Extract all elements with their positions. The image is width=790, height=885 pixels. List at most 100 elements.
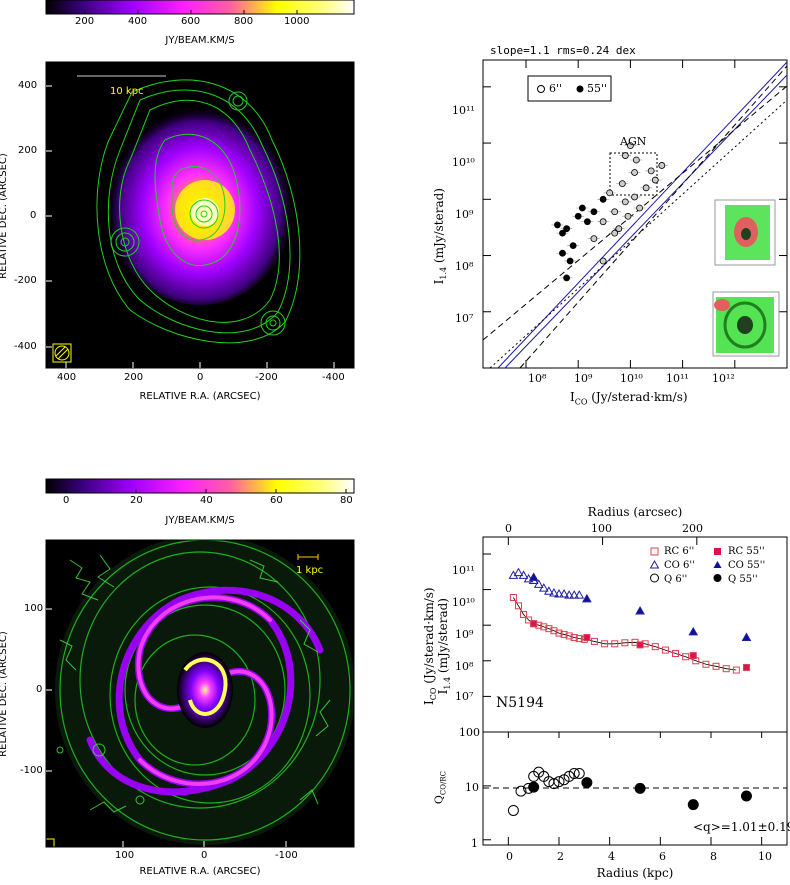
x-tick: 200 [124,372,144,383]
q-point [573,767,585,779]
y-tick: 200 [18,145,38,156]
ylabel-co-rest: (Jy/sterad·km/s) [421,587,436,688]
x-tick: 6 [659,850,666,863]
data-point [621,152,629,159]
rc-point [672,650,680,658]
y-tick: -200 [14,275,37,286]
data-point [651,176,659,184]
co-point [544,586,554,595]
data-point [606,189,614,197]
data-point [578,204,586,212]
tl-xlabel: RELATIVE R.A. (ARCSEC) [139,391,261,402]
co-point [549,588,559,597]
data-point [569,242,577,250]
x-tick: 10⁹ [574,372,593,385]
agn-label: AGN [620,135,647,148]
rc-point [601,640,609,648]
data-point [636,204,643,212]
cb-tick: 0 [63,495,70,506]
galaxy-name: N5194 [496,695,544,711]
xlabel-rest: (Jy/sterad·km/s) [587,390,688,404]
co-point [582,593,592,603]
ylabel-co-main: I [421,700,436,705]
legend-marker-q55 [713,574,722,582]
legend-marker-q6 [650,573,659,583]
legend-6arcsec: 6'' [549,82,563,95]
rc-point [550,627,558,635]
scatter-plot-frame [482,59,788,369]
cb-tick: 600 [181,16,201,27]
y-tick: 1 [471,837,478,850]
rc-point [560,630,568,638]
data-point [583,218,591,226]
data-point [599,218,607,226]
tr-xlabel: ICO (Jy/sterad·km/s) [570,390,688,406]
x-tick: 8 [710,850,717,863]
co-point [518,570,529,579]
rc-point [565,632,573,640]
radial-profile-frame [482,536,788,846]
legend-q55: Q 55'' [728,574,758,585]
y-tick: 10¹⁰ [452,596,475,609]
cb-tick: 1000 [284,16,310,27]
data-point [599,195,607,203]
legend-rc55: RC 55'' [728,546,765,557]
x-tick: 0 [201,850,208,861]
data-point [574,212,582,220]
rc-point [712,662,720,670]
legend-marker-rc6 [650,547,659,556]
x-tick: 10¹⁰ [620,372,643,385]
colorbar-bottom-label: JY/BEAM.KM/S [165,515,235,526]
q-point [740,790,752,802]
co-point [533,579,544,588]
cb-tick: 20 [130,495,143,506]
x-tick: 100 [115,850,135,861]
data-point [611,208,619,216]
legend-marker-rc55 [714,548,721,555]
co-point [538,583,549,592]
cb-tick: 60 [270,495,283,506]
rc-point [525,616,533,624]
br-xlabel: Radius (kpc) [596,866,674,880]
co-point [513,567,524,577]
co-point [564,590,574,599]
rc-point [682,653,690,661]
q-point [634,782,646,794]
y-tick: 400 [18,80,38,91]
rc-point [514,602,522,610]
x-tick: 10¹² [712,372,735,385]
y-tick: 10⁷ [455,690,474,703]
y-tick: 10⁷ [455,312,474,325]
q-label-sub: CO/RC [439,771,448,796]
rc-point [636,641,644,649]
tr-title: slope=1.1 rms=0.24 dex [490,44,636,57]
x-tick: 4 [608,850,615,863]
cb-tick: 40 [200,495,213,506]
co-point [569,590,580,599]
data-point [631,169,638,176]
q-point [528,781,540,793]
bl-xlabel: RELATIVE R.A. (ARCSEC) [139,866,261,877]
colorbar-top-label: JY/BEAM.KM/S [165,35,235,46]
cb-tick: 400 [128,16,148,27]
ylabel-main: I [431,279,446,285]
co-point [559,589,569,598]
tr-ylabel: I1.4 (mJy/sterad) [432,156,448,316]
rc-point [540,623,548,631]
data-point [642,184,650,192]
rc-point [621,639,629,647]
rc-point [583,634,591,642]
q-mean-label: <q>=1.01±0.19 [693,820,790,834]
ylabel-rest: (mJy/sterad) [431,188,446,267]
rc-point [722,665,730,673]
rc-point [520,610,528,618]
y-tick: 10 [465,781,479,794]
colorbar-top [45,0,355,15]
x-tick: 0 [197,372,204,383]
y-tick: 10⁸ [455,260,474,273]
data-point [611,229,619,237]
y-tick: 10¹¹ [452,564,475,577]
data-point [647,167,655,175]
x-tick: 10⁸ [528,372,547,385]
x-tick: 0 [506,850,513,863]
